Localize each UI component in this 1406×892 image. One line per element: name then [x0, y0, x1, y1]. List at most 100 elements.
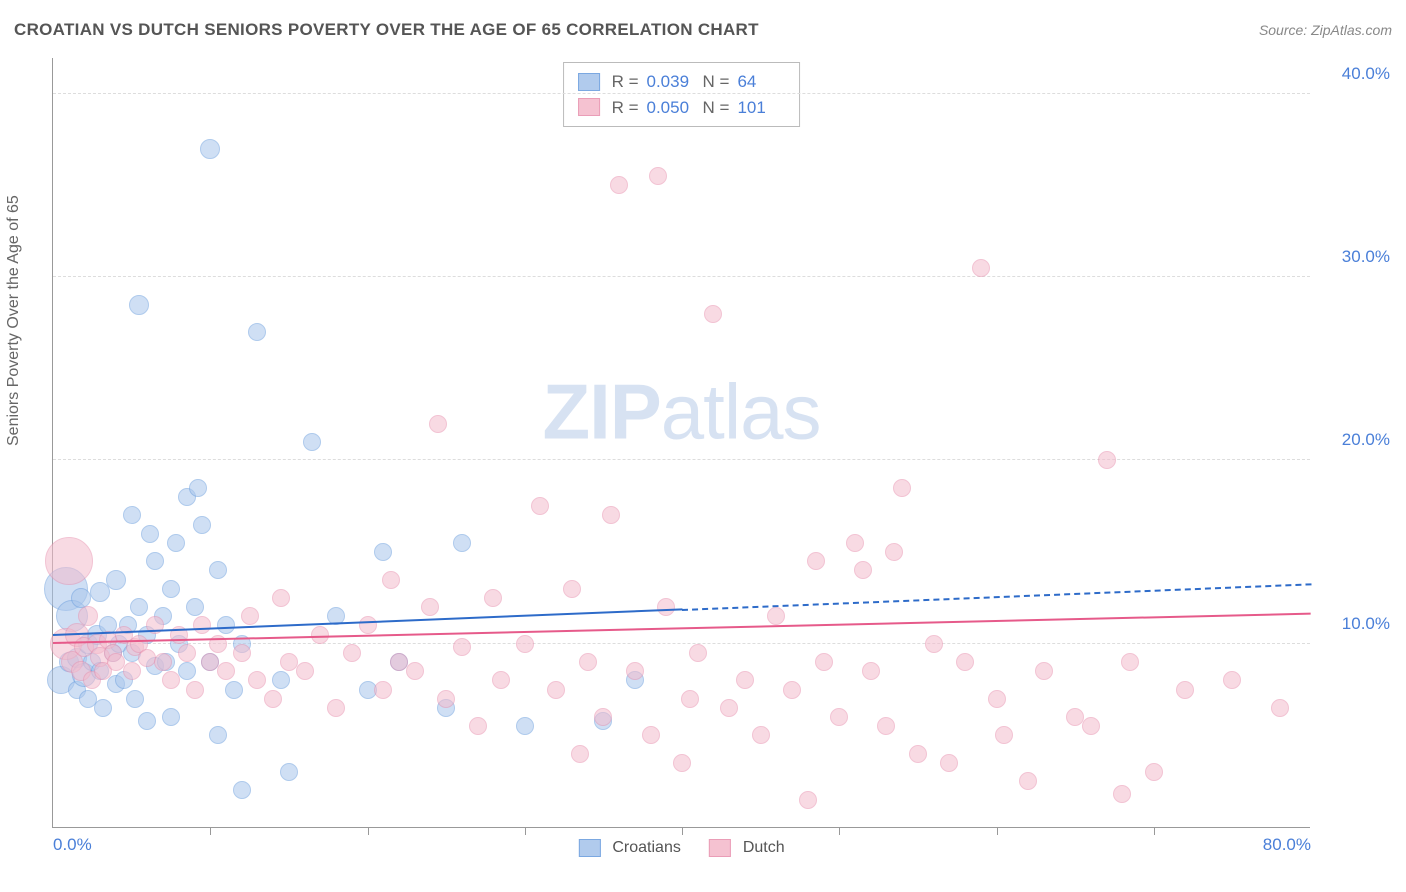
scatter-point-dutch	[854, 561, 872, 579]
scatter-point-dutch	[767, 607, 785, 625]
scatter-point-dutch	[807, 552, 825, 570]
scatter-point-dutch	[830, 708, 848, 726]
xtick	[525, 827, 526, 835]
scatter-point-dutch	[689, 644, 707, 662]
swatch-croatians	[578, 839, 600, 857]
scatter-point-croatians	[209, 561, 227, 579]
scatter-point-croatians	[162, 580, 180, 598]
scatter-point-croatians	[162, 708, 180, 726]
scatter-point-dutch	[1223, 671, 1241, 689]
scatter-point-dutch	[752, 726, 770, 744]
scatter-point-dutch	[720, 699, 738, 717]
scatter-point-dutch	[178, 644, 196, 662]
scatter-point-croatians	[280, 763, 298, 781]
scatter-point-croatians	[141, 525, 159, 543]
scatter-point-dutch	[492, 671, 510, 689]
scatter-point-dutch	[186, 681, 204, 699]
scatter-point-dutch	[217, 662, 235, 680]
scatter-point-croatians	[186, 598, 204, 616]
xtick	[210, 827, 211, 835]
scatter-point-croatians	[516, 717, 534, 735]
xtick	[997, 827, 998, 835]
scatter-point-dutch	[1082, 717, 1100, 735]
xtick-label: 80.0%	[1263, 835, 1311, 855]
scatter-point-dutch	[925, 635, 943, 653]
scatter-point-croatians	[130, 598, 148, 616]
ytick-label: 40.0%	[1320, 64, 1390, 84]
scatter-point-croatians	[209, 726, 227, 744]
scatter-point-dutch	[610, 176, 628, 194]
n-label: N =	[703, 95, 730, 121]
watermark: ZIPatlas	[542, 366, 820, 457]
scatter-point-dutch	[626, 662, 644, 680]
scatter-point-croatians	[126, 690, 144, 708]
legend-item-croatians: Croatians	[578, 839, 680, 857]
legend-item-dutch: Dutch	[709, 839, 785, 857]
scatter-point-dutch	[995, 726, 1013, 744]
scatter-point-dutch	[783, 681, 801, 699]
scatter-point-dutch	[736, 671, 754, 689]
scatter-point-dutch	[359, 616, 377, 634]
scatter-point-dutch	[1035, 662, 1053, 680]
scatter-point-croatians	[138, 712, 156, 730]
scatter-point-dutch	[704, 305, 722, 323]
scatter-point-dutch	[327, 699, 345, 717]
watermark-bold: ZIP	[542, 367, 660, 455]
xtick	[368, 827, 369, 835]
scatter-point-croatians	[453, 534, 471, 552]
scatter-point-dutch	[272, 589, 290, 607]
source-label: Source: ZipAtlas.com	[1259, 22, 1392, 38]
gridline	[53, 276, 1310, 277]
scatter-point-dutch	[579, 653, 597, 671]
scatter-point-dutch	[972, 259, 990, 277]
stats-row-dutch: R = 0.050 N = 101	[578, 95, 786, 121]
scatter-point-dutch	[657, 598, 675, 616]
gridline	[53, 93, 1310, 94]
scatter-point-croatians	[200, 139, 220, 159]
gridline	[53, 459, 1310, 460]
scatter-point-dutch	[382, 571, 400, 589]
ytick-label: 30.0%	[1320, 247, 1390, 267]
series-legend: Croatians Dutch	[578, 839, 784, 857]
n-value-dutch: 101	[737, 95, 785, 121]
scatter-point-dutch	[846, 534, 864, 552]
scatter-point-croatians	[193, 516, 211, 534]
ytick-label: 20.0%	[1320, 430, 1390, 450]
trendline-extend-croatians	[682, 583, 1311, 611]
scatter-point-dutch	[649, 167, 667, 185]
scatter-point-dutch	[406, 662, 424, 680]
legend-label-dutch: Dutch	[743, 839, 785, 857]
scatter-point-dutch	[241, 607, 259, 625]
swatch-croatians	[578, 73, 600, 91]
scatter-point-dutch	[893, 479, 911, 497]
xtick-label: 0.0%	[53, 835, 92, 855]
legend-label-croatians: Croatians	[612, 839, 680, 857]
scatter-point-dutch	[531, 497, 549, 515]
scatter-point-dutch	[193, 616, 211, 634]
scatter-point-croatians	[106, 570, 126, 590]
scatter-point-dutch	[594, 708, 612, 726]
scatter-point-dutch	[437, 690, 455, 708]
scatter-point-dutch	[602, 506, 620, 524]
scatter-point-dutch	[642, 726, 660, 744]
scatter-point-croatians	[217, 616, 235, 634]
scatter-point-dutch	[1176, 681, 1194, 699]
scatter-point-dutch	[429, 415, 447, 433]
scatter-point-dutch	[1271, 699, 1289, 717]
scatter-point-dutch	[343, 644, 361, 662]
scatter-point-dutch	[862, 662, 880, 680]
scatter-point-dutch	[988, 690, 1006, 708]
scatter-point-dutch	[154, 653, 172, 671]
xtick	[839, 827, 840, 835]
scatter-point-dutch	[78, 606, 98, 626]
stats-legend: R = 0.039 N = 64 R = 0.050 N = 101	[563, 62, 801, 127]
scatter-point-dutch	[956, 653, 974, 671]
scatter-point-dutch	[374, 681, 392, 699]
scatter-point-croatians	[167, 534, 185, 552]
scatter-point-croatians	[374, 543, 392, 561]
scatter-point-dutch	[162, 671, 180, 689]
scatter-point-croatians	[233, 781, 251, 799]
scatter-point-dutch	[484, 589, 502, 607]
scatter-point-dutch	[469, 717, 487, 735]
scatter-point-dutch	[1145, 763, 1163, 781]
